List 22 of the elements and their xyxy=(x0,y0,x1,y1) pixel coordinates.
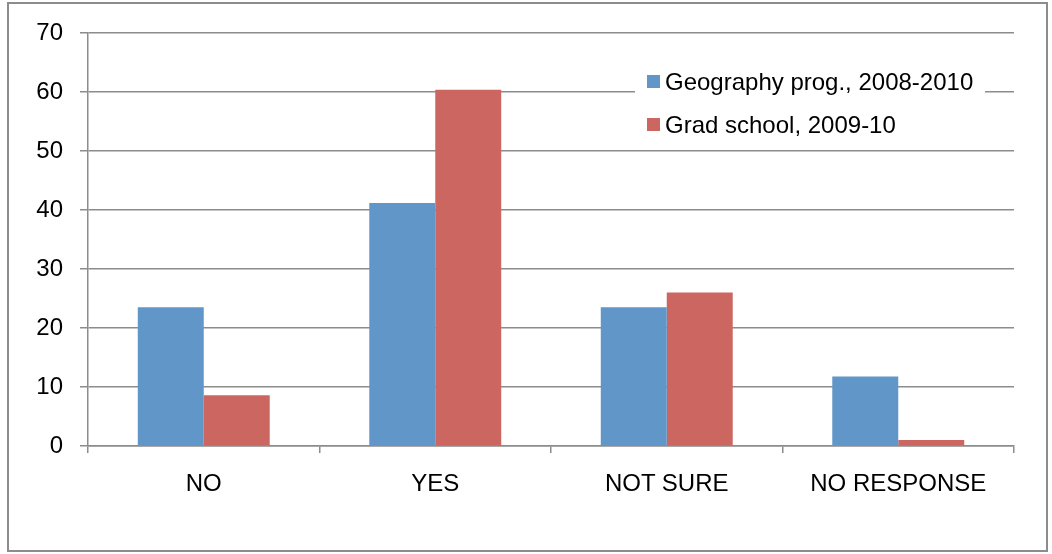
bar xyxy=(666,292,733,446)
bar xyxy=(600,307,667,446)
y-tick-label: 50 xyxy=(36,135,63,163)
y-tick-label: 10 xyxy=(36,371,63,399)
x-tick-label: NO RESPONSE xyxy=(810,469,987,497)
x-tick-label: YES xyxy=(411,469,460,497)
bar xyxy=(832,376,899,446)
legend-label: Grad school, 2009-10 xyxy=(665,110,896,139)
y-tick-label: 40 xyxy=(36,194,63,222)
y-tick-label: 70 xyxy=(36,17,63,45)
bar xyxy=(435,89,502,446)
bar xyxy=(203,395,270,446)
x-tick-label: NOT SURE xyxy=(604,469,729,497)
legend-label: Geography prog., 2008-2010 xyxy=(665,67,974,96)
bar xyxy=(898,440,965,446)
bar xyxy=(369,202,436,446)
x-tick-label: NO xyxy=(185,469,222,497)
y-tick-label: 20 xyxy=(36,312,63,340)
y-tick-label: 60 xyxy=(36,76,63,104)
y-tick-label: 30 xyxy=(36,253,63,281)
bar xyxy=(137,307,204,446)
y-tick-label: 0 xyxy=(49,430,63,458)
